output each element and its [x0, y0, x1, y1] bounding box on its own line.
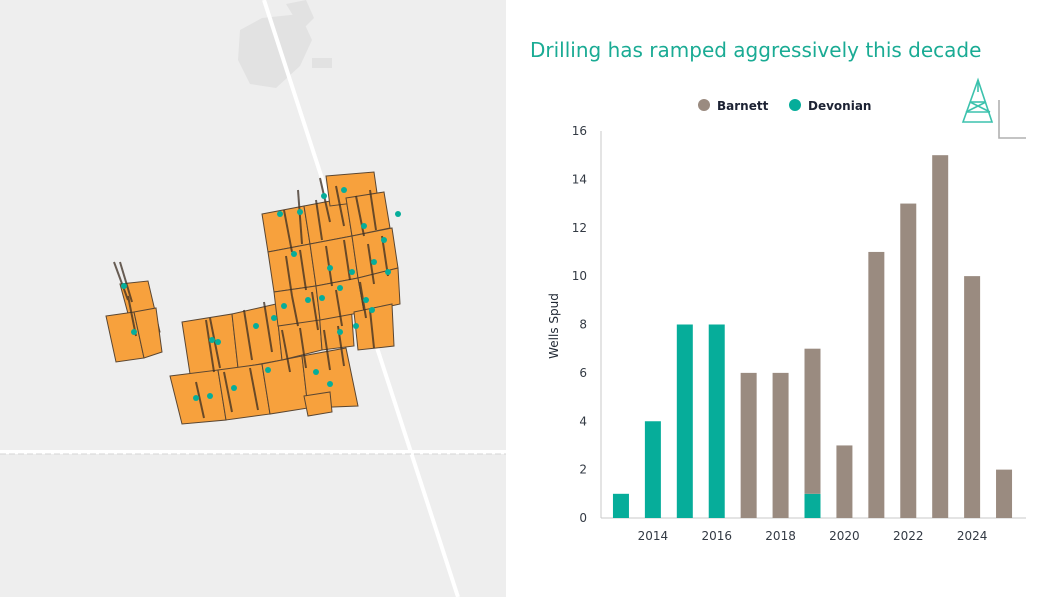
x-tick-label: 2016 [701, 529, 732, 543]
drilling-rig-logo-icon [961, 77, 1026, 139]
chart-panel: Drilling has ramped aggressively this de… [506, 0, 1046, 597]
y-tick-label: 4 [579, 414, 587, 428]
x-tick-label: 2018 [765, 529, 796, 543]
legend-label-barnett: Barnett [717, 99, 769, 113]
map-basemap [0, 0, 506, 597]
y-tick-label: 14 [572, 172, 587, 186]
bar-devonian-2019 [804, 493, 821, 518]
bar-barnett-2017 [740, 372, 757, 518]
chart-legend: Barnett Devonian [698, 99, 871, 113]
x-tick-label: 2022 [893, 529, 924, 543]
y-tick-label: 16 [572, 124, 587, 138]
lease-map [0, 0, 506, 597]
bar-series [612, 155, 1013, 518]
bar-devonian-2013 [612, 493, 629, 518]
legend-label-devonian: Devonian [808, 99, 871, 113]
x-axis: 2014 2016 2018 2020 2022 2024 [601, 517, 1026, 543]
bar-devonian-2016 [708, 324, 725, 518]
bar-barnett-2023 [932, 155, 949, 518]
bar-barnett-2021 [868, 251, 885, 518]
y-axis-title: Wells Spud [547, 293, 561, 359]
y-tick-label: 10 [572, 269, 587, 283]
y-axis: 0 2 4 6 8 10 12 14 16 [572, 124, 602, 525]
bar-devonian-2014 [644, 421, 661, 518]
bar-barnett-2018 [772, 372, 789, 518]
y-tick-label: 0 [579, 511, 587, 525]
legend-marker-devonian [789, 99, 801, 111]
y-tick-label: 2 [579, 463, 587, 477]
bar-barnett-2022 [900, 203, 917, 518]
well-points [121, 187, 401, 401]
x-tick-label: 2024 [957, 529, 988, 543]
bar-barnett-2020 [836, 445, 853, 518]
y-tick-label: 6 [579, 366, 587, 380]
bar-barnett-2019 [804, 348, 821, 494]
bar-barnett-2025 [996, 469, 1013, 518]
chart-title: Drilling has ramped aggressively this de… [530, 38, 982, 62]
y-tick-label: 8 [579, 318, 587, 332]
legend-marker-barnett [698, 99, 710, 111]
y-tick-label: 12 [572, 221, 587, 235]
x-tick-label: 2020 [829, 529, 860, 543]
bar-barnett-2024 [964, 276, 981, 518]
x-tick-label: 2014 [638, 529, 669, 543]
bar-devonian-2015 [676, 324, 693, 518]
lease-blocks [105, 171, 401, 425]
